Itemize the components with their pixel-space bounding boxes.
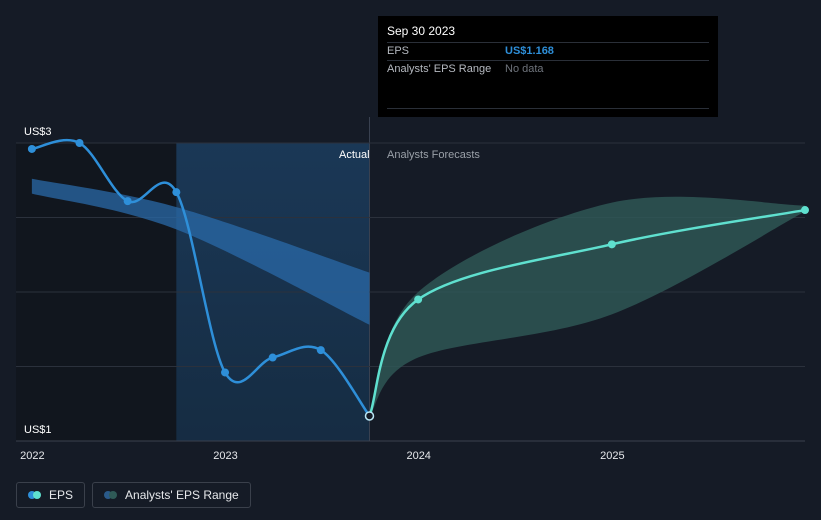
forecast-label: Analysts Forecasts <box>387 149 480 161</box>
legend-label: EPS <box>49 488 74 502</box>
data-point <box>221 368 230 377</box>
tooltip: Sep 30 2023 EPS US$1.168 Analysts' EPS R… <box>378 16 718 117</box>
data-point <box>364 411 375 421</box>
x-tick-label: 2023 <box>213 450 237 462</box>
data-point <box>27 144 36 153</box>
eps-points <box>27 139 809 421</box>
swatch-dot-a <box>28 491 36 499</box>
eps-swatch-icon <box>28 491 42 499</box>
eps-actual-line <box>31 138 371 417</box>
legend-item-range[interactable]: Analysts' EPS Range <box>92 482 251 508</box>
eps-lines <box>31 138 806 417</box>
tooltip-row-eps: EPS US$1.168 <box>387 42 709 60</box>
x-tick-label: 2024 <box>406 450 430 462</box>
data-point <box>607 240 616 249</box>
y-tick-label: US$3 <box>24 126 52 138</box>
eps-forecast-line <box>368 208 806 417</box>
tooltip-row-range: Analysts' EPS Range No data <box>387 60 709 78</box>
swatch-dot-b <box>33 491 41 499</box>
legend-item-eps[interactable]: EPS <box>16 482 86 508</box>
tooltip-divider <box>387 108 709 109</box>
forecast-range-band <box>369 196 805 416</box>
legend-label: Analysts' EPS Range <box>125 488 239 502</box>
legend: EPS Analysts' EPS Range <box>16 482 251 508</box>
data-point <box>801 206 809 215</box>
tooltip-date: Sep 30 2023 <box>387 24 456 38</box>
axis-ticks: US$3 US$1 2022 2023 2024 2025 <box>20 126 624 462</box>
range-swatch-icon <box>104 491 118 499</box>
tooltip-label: EPS <box>387 45 410 57</box>
eps-range-bands <box>31 178 805 416</box>
tooltip-value: No data <box>505 63 544 75</box>
data-point <box>123 197 132 206</box>
swatch-dot-b <box>109 491 118 499</box>
tooltip-value: US$1.168 <box>505 45 554 57</box>
tooltip-label: Analysts' EPS Range <box>387 63 492 75</box>
data-point <box>75 139 84 147</box>
past-range-band <box>31 178 370 325</box>
data-point <box>172 188 181 197</box>
data-point <box>268 353 277 362</box>
data-point <box>316 346 325 355</box>
swatch-dot-a <box>104 491 113 499</box>
y-tick-label: US$1 <box>24 424 52 436</box>
actual-label: Actual <box>339 149 370 161</box>
data-point <box>414 295 423 304</box>
x-tick-label: 2025 <box>600 450 624 462</box>
x-tick-label: 2022 <box>20 450 44 462</box>
